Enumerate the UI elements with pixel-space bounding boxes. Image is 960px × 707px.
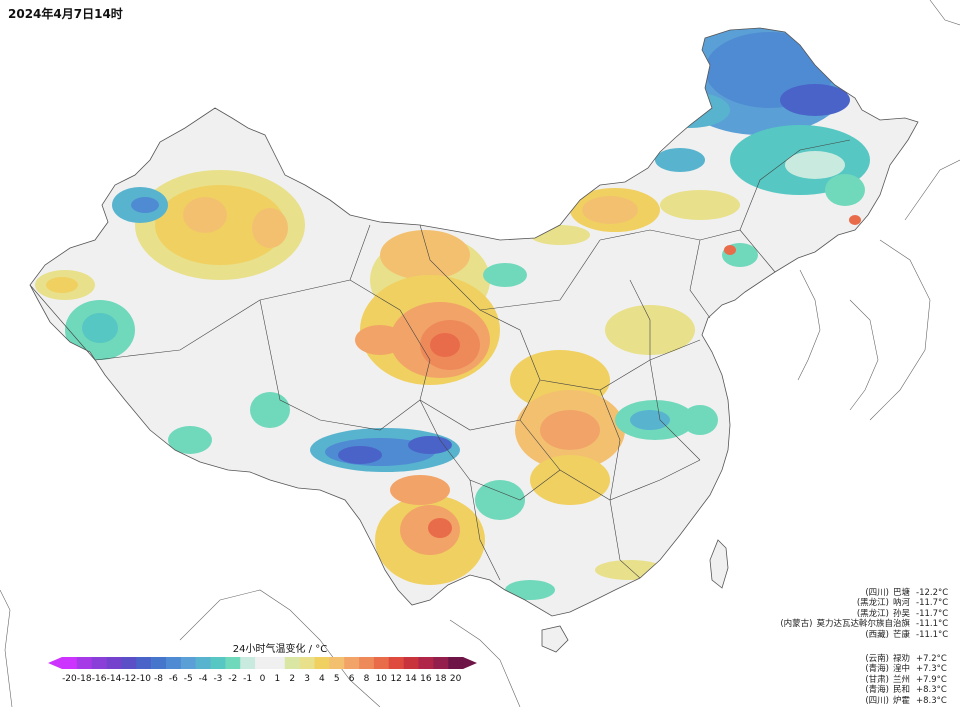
station-name: 炉霍	[892, 695, 910, 706]
station-row: (甘肃) 兰州 +7.9°C	[780, 675, 952, 685]
station-val: -11.7°C	[916, 598, 949, 609]
station-prov: (四川)	[865, 695, 889, 706]
station-prov: (青海)	[865, 664, 889, 675]
station-prov: (内蒙古)	[780, 619, 813, 630]
station-val: +8.3°C	[916, 685, 947, 696]
map-title: 2024年4月7日14时	[8, 7, 123, 21]
station-extremes: (四川) 巴塘 -12.2°C (黑龙江) 呐河 -11.7°C (黑龙江) 孙吴 -11.7°…	[780, 588, 952, 706]
station-row: (黑龙江) 孙吴 -11.7°C	[780, 609, 952, 619]
station-prov: (黑龙江)	[856, 608, 889, 619]
province-boundaries	[29, 139, 851, 581]
taiwan-island	[709, 539, 729, 589]
station-val: +7.2°C	[916, 654, 947, 665]
station-name: 孙吴	[892, 608, 910, 619]
station-name: 湟中	[892, 664, 910, 675]
station-name: 莫力达瓦达斡尔族自治旗	[816, 619, 910, 630]
station-name: 巴塘	[892, 588, 910, 598]
china-outline	[29, 27, 919, 617]
station-row: (青海) 湟中 +7.3°C	[780, 664, 952, 674]
station-row: (西藏) 芒康 -11.1°C	[780, 630, 952, 640]
station-row: (黑龙江) 呐河 -11.7°C	[780, 598, 952, 608]
station-row: (青海) 民和 +8.3°C	[780, 685, 952, 695]
station-prov: (云南)	[865, 654, 889, 665]
station-name: 禄劝	[892, 654, 910, 665]
station-name: 芒康	[892, 629, 910, 640]
station-prov: (青海)	[865, 685, 889, 696]
station-prov: (甘肃)	[865, 674, 889, 685]
station-row: (四川) 巴塘 -12.2°C	[780, 588, 952, 598]
station-prov: (黑龙江)	[856, 598, 889, 609]
station-row: (内蒙古) 莫力达瓦达斡尔族自治旗 -11.1°C	[780, 619, 952, 629]
largest-drops-list: (四川) 巴塘 -12.2°C (黑龙江) 呐河 -11.7°C (黑龙江) 孙吴 -11.7°…	[780, 588, 952, 640]
hainan-island	[541, 625, 569, 653]
station-val: -11.1°C	[916, 619, 949, 630]
station-val: -11.1°C	[916, 629, 949, 640]
station-val: +7.9°C	[916, 674, 947, 685]
station-val: +7.3°C	[916, 664, 947, 675]
station-name: 呐河	[892, 598, 910, 609]
station-val: -12.2°C	[916, 588, 949, 598]
largest-rises-list: (云南) 禄劝 +7.2°C (青海) 湟中 +7.3°C (甘肃) 兰州 +7.9°C (青海)…	[780, 654, 952, 706]
station-name: 民和	[892, 685, 910, 696]
station-row: (四川) 炉霍 +8.3°C	[780, 696, 952, 706]
station-val: +8.3°C	[916, 695, 947, 706]
station-row: (云南) 禄劝 +7.2°C	[780, 654, 952, 664]
station-name: 兰州	[892, 674, 910, 685]
station-prov: (四川)	[865, 588, 889, 598]
legend-title: 24小时气温变化 / °C	[232, 644, 328, 655]
temperature-anomaly-fields	[35, 28, 870, 600]
station-prov: (西藏)	[865, 629, 889, 640]
station-val: -11.7°C	[916, 608, 949, 619]
